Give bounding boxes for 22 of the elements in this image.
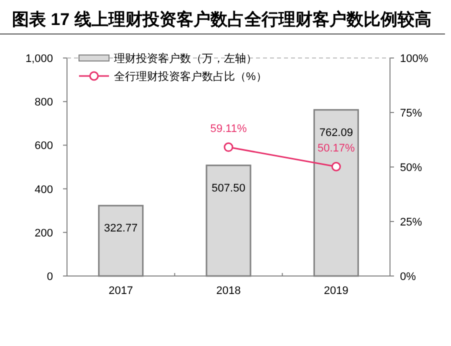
data-label: 762.09 [319,126,353,139]
y2-tick-label: 0% [400,271,416,283]
data-label: 59.11% [210,123,247,136]
chart-title: 图表 17 线上理财投资客户数占全行理财客户数比例较高 [12,10,432,29]
y2-tick-label: 100% [400,53,428,65]
y2-tick-label: 75% [400,108,422,120]
legend-label: 全行理财投资客户数占比（%） [114,70,267,83]
y2-tick-label: 50% [400,162,422,174]
y-tick-label: 600 [34,140,53,152]
x-tick-label: 2019 [324,285,348,297]
data-label: 507.50 [212,182,246,194]
data-label: 322.77 [104,222,138,235]
y-tick-label: 800 [34,96,53,109]
y-tick-label: 400 [34,184,53,196]
data-label: 50.17% [318,142,356,155]
x-tick-label: 2018 [216,285,241,297]
y2-tick-label: 25% [400,216,422,228]
y-tick-label: 200 [34,227,53,240]
x-tick-label: 2017 [108,285,134,297]
y-tick-label: 0 [46,271,53,283]
y-tick-label: 1,000 [25,53,53,65]
legend-label: 理财投资客户数（万，左轴） [114,52,257,65]
